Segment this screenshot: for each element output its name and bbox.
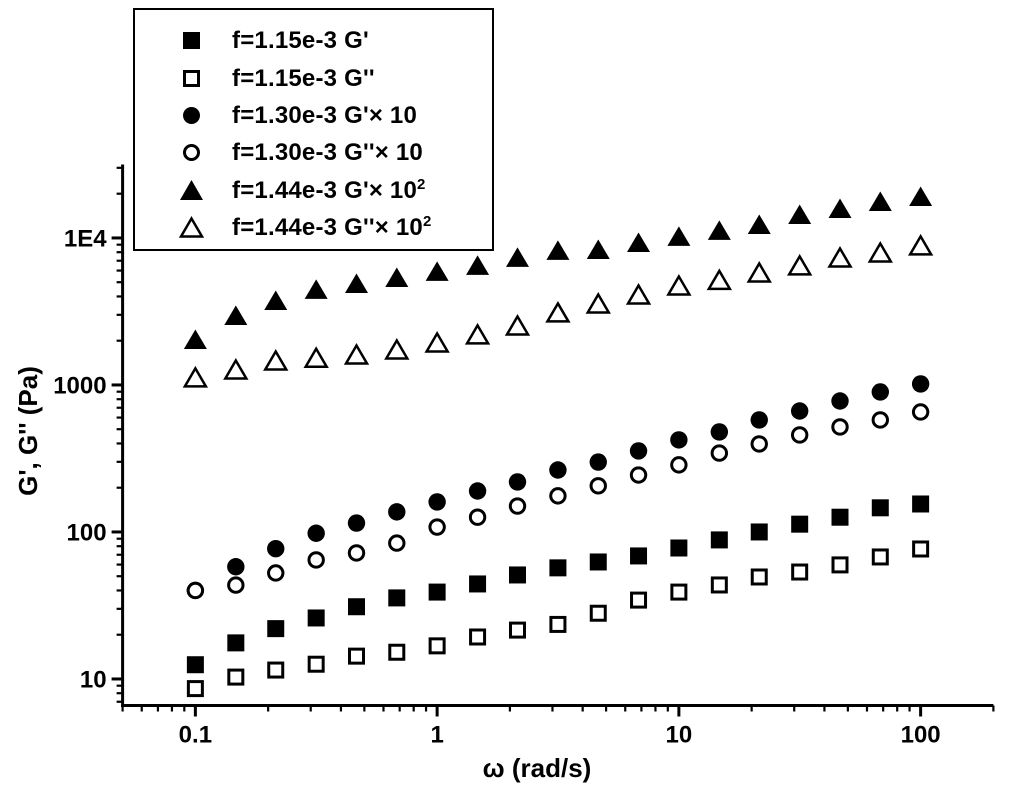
- y-axis-ticks: 10 100 1000 1E4: [53, 166, 123, 703]
- open-circle-icon: [183, 144, 200, 162]
- x-tick-label: 0.1: [179, 722, 212, 749]
- legend-label-text: f=1.15e-3 G'': [232, 64, 375, 92]
- legend-item: f=1.30e-3 G''× 10: [135, 134, 492, 171]
- legend-label-text: f=1.30e-3 G'× 10: [232, 101, 418, 129]
- legend: f=1.15e-3 G' f=1.15e-3 G'' f=1.30e-3 G'×…: [133, 8, 494, 251]
- y-tick-label: 100: [67, 519, 107, 546]
- series-points-filled-square: [186, 495, 930, 674]
- legend-label-text: f=1.44e-3 G'× 10: [232, 176, 418, 204]
- filled-triangle-icon: [180, 179, 203, 200]
- filled-circle-icon: [183, 106, 200, 124]
- legend-label: f=1.15e-3 G': [232, 26, 369, 55]
- legend-label: f=1.30e-3 G''× 10: [232, 138, 423, 167]
- y-tick-label: 1000: [53, 372, 106, 399]
- series-points-filled-circle: [186, 375, 930, 600]
- open-square-icon: [183, 69, 200, 87]
- x-axis-ticks: 0.1 1 10 100: [121, 705, 995, 749]
- filled-square-icon: [183, 32, 200, 50]
- legend-label: f=1.15e-3 G'': [232, 64, 375, 93]
- series-points-filled-triangle: [183, 186, 933, 349]
- series-points-open-square: [186, 540, 930, 698]
- y-tick-label: 1E4: [64, 225, 107, 252]
- legend-label-exponent: 2: [417, 175, 426, 193]
- open-triangle-icon: [179, 216, 205, 238]
- y-tick-label: 10: [80, 666, 107, 693]
- x-tick-label: 10: [666, 722, 693, 749]
- legend-label-text: f=1.15e-3 G': [232, 27, 369, 55]
- legend-item: f=1.30e-3 G'× 10: [135, 97, 492, 134]
- legend-label-text: f=1.44e-3 G''× 10: [232, 214, 423, 242]
- legend-label-exponent: 2: [422, 213, 432, 231]
- legend-label: f=1.44e-3 G''× 102: [232, 213, 431, 242]
- legend-item: f=1.15e-3 G': [135, 22, 492, 59]
- legend-label-text: f=1.30e-3 G''× 10: [232, 139, 423, 167]
- legend-label: f=1.30e-3 G'× 10: [232, 101, 417, 130]
- legend-item: f=1.44e-3 G'× 102: [135, 172, 492, 209]
- x-axis-title: ω (rad/s): [482, 753, 592, 783]
- series-points-open-circle: [186, 403, 930, 600]
- legend-label: f=1.44e-3 G'× 102: [232, 176, 426, 205]
- y-axis-title: G', G'' (Pa): [13, 366, 43, 496]
- legend-item: f=1.15e-3 G'': [135, 59, 492, 96]
- x-tick-label: 1: [430, 722, 443, 749]
- series-points-open-triangle: [182, 233, 934, 388]
- x-tick-label: 100: [901, 722, 941, 749]
- legend-item: f=1.44e-3 G''× 102: [135, 209, 492, 246]
